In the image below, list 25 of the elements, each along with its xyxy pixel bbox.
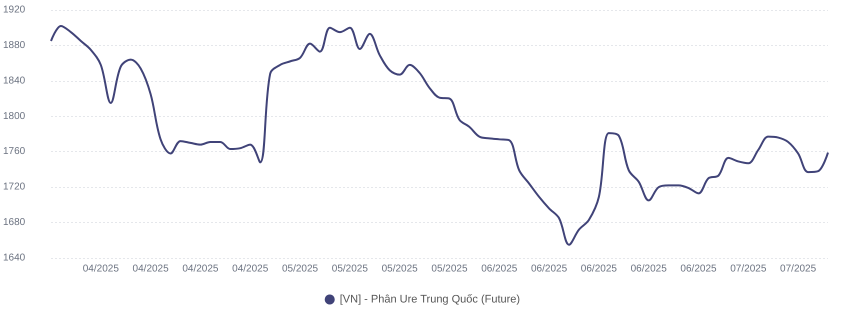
y-tick-label: 1760 [3, 146, 26, 158]
y-tick-label: 1680 [3, 217, 26, 228]
x-tick-label: 06/2025 [580, 264, 618, 274]
x-tick-label: 04/2025 [232, 264, 269, 274]
y-tick-label: 1840 [3, 75, 26, 86]
line-series [50, 24, 829, 246]
x-tick-label: 04/2025 [182, 264, 219, 274]
legend-label: [VN] - Phân Ure Trung Quốc (Future) [340, 294, 520, 306]
y-tick-label: 1800 [3, 110, 26, 122]
x-tick-label: 06/2025 [481, 264, 518, 274]
x-tick-label: 05/2025 [332, 264, 368, 274]
y-tick-label: 1920 [3, 4, 26, 16]
x-tick-label: 04/2025 [132, 264, 170, 274]
y-tick-label: 1880 [3, 40, 26, 51]
x-tick-label: 04/2025 [82, 264, 120, 274]
x-tick-label: 06/2025 [680, 264, 718, 274]
y-tick-label: 1640 [3, 252, 26, 264]
x-tick-label: 06/2025 [630, 264, 668, 274]
x-tick-label: 06/2025 [531, 264, 568, 274]
x-tick-label: 05/2025 [282, 264, 319, 274]
x-tick-label: 05/2025 [431, 264, 468, 274]
x-tick-label: 07/2025 [780, 264, 817, 274]
x-tick-label: 05/2025 [382, 264, 418, 274]
y-tick-label: 1720 [3, 182, 26, 193]
x-tick-label: 07/2025 [730, 264, 767, 274]
